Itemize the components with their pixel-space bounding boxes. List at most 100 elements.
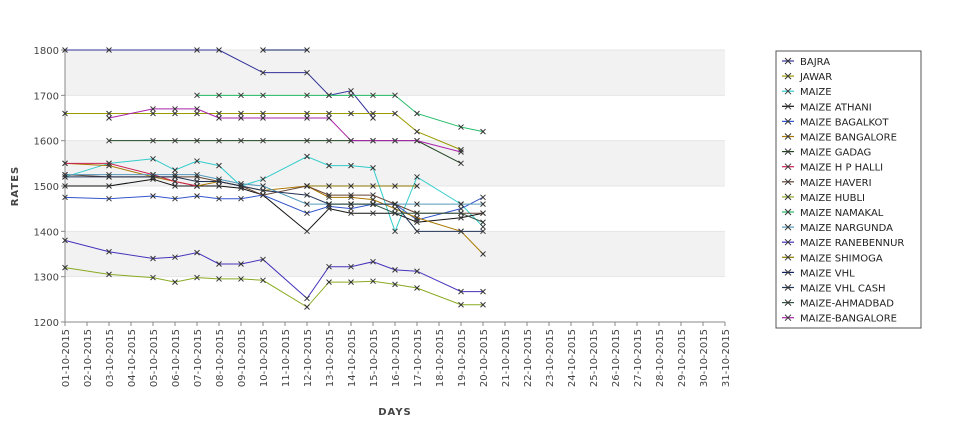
series-line: [64, 194, 484, 221]
x-tick-label: 13-10-2015: [325, 329, 336, 387]
data-point: [480, 219, 486, 226]
data-point: [326, 183, 332, 189]
data-point: [458, 210, 464, 217]
data-point: [304, 110, 310, 117]
legend-label: MAIZE-AHMADBAD: [800, 299, 894, 310]
data-point: [194, 183, 200, 189]
data-point: [348, 162, 354, 169]
data-point: [480, 201, 486, 207]
x-tick-label: 12-10-2015: [303, 329, 314, 387]
data-point: [348, 210, 354, 217]
data-point: [392, 210, 398, 217]
x-tick-label: 22-10-2015: [523, 329, 534, 387]
series-line: [108, 108, 462, 153]
data-point: [414, 210, 420, 217]
series-line: [64, 267, 483, 308]
data-point: [370, 165, 376, 171]
data-point: [326, 279, 332, 285]
data-point: [194, 171, 200, 178]
data-point: [348, 92, 354, 99]
data-point: [106, 171, 112, 178]
data-point: [260, 187, 266, 194]
data-point: [370, 115, 376, 121]
legend: BAJRA JAWAR MAIZE MAIZE ATHANI MAIZE BAGALKO…: [775, 50, 922, 329]
data-point: [216, 110, 222, 117]
legend-label: MAIZE NAMAKAL: [800, 208, 884, 219]
data-point: [172, 195, 178, 202]
data-point: [260, 137, 266, 144]
legend-item: MAIZE HUBLI: [782, 193, 865, 204]
y-axis-title: RATES: [10, 166, 21, 207]
data-point: [458, 160, 464, 167]
data-point: [304, 228, 310, 235]
series-line: [197, 94, 484, 133]
data-point: [260, 92, 266, 99]
data-point: [414, 174, 420, 180]
data-point: [172, 254, 178, 261]
data-point: [348, 201, 354, 207]
data-point: [480, 228, 486, 235]
data-point: [106, 248, 112, 255]
data-point: [480, 301, 486, 308]
data-point: [216, 115, 222, 121]
data-point: [304, 137, 310, 144]
x-tick-label: 24-10-2015: [567, 329, 578, 387]
series-jawar: [62, 110, 464, 153]
data-point: [238, 183, 244, 189]
legend-item: MAIZE ATHANI: [782, 102, 872, 113]
data-point: [458, 201, 464, 207]
data-point: [260, 192, 266, 198]
data-point: [194, 274, 200, 281]
data-point: [172, 110, 178, 117]
legend-label: MAIZE HUBLI: [800, 193, 865, 204]
data-point: [62, 264, 68, 271]
series-lines: [62, 47, 486, 310]
y-axis: 1200 1300 1400 1500 1600 1700 1800: [34, 46, 66, 329]
data-point: [304, 115, 310, 121]
data-point: [370, 183, 376, 189]
y-tick-label: 1300: [34, 273, 59, 284]
data-point: [304, 69, 310, 76]
data-point: [458, 228, 464, 235]
x-tick-label: 18-10-2015: [435, 329, 446, 387]
data-point: [304, 47, 310, 53]
x-tick-label: 05-10-2015: [149, 329, 160, 387]
data-point: [348, 205, 354, 212]
data-point: [150, 193, 156, 199]
x-tick-label: 03-10-2015: [105, 329, 116, 387]
x-tick-label: 27-10-2015: [633, 329, 644, 387]
x-tick-label: 25-10-2015: [589, 329, 600, 387]
x-axis-title: DAYS: [378, 407, 412, 418]
y-tick-label: 1400: [34, 227, 59, 238]
data-point: [260, 176, 266, 183]
data-point: [348, 279, 354, 285]
data-point: [326, 162, 332, 169]
x-axis: 01-10-2015 02-10-2015 03-10-2015 04-10-2015…: [61, 321, 732, 387]
x-tick-label: 02-10-2015: [83, 329, 94, 387]
y-tick-label: 1700: [34, 91, 59, 102]
x-tick-label: 06-10-2015: [171, 329, 182, 387]
data-point: [480, 288, 486, 295]
data-point: [62, 110, 68, 117]
data-point: [348, 194, 354, 201]
data-point: [106, 174, 112, 180]
data-point: [150, 110, 156, 117]
data-point: [326, 115, 332, 121]
legend-item: MAIZE: [782, 87, 832, 98]
y-tick-label: 1800: [34, 46, 59, 57]
legend-item: MAIZE NARGUNDA: [782, 223, 893, 234]
legend-label: MAIZE VHL: [800, 268, 855, 279]
x-tick-label: 15-10-2015: [369, 329, 380, 387]
data-point: [150, 174, 156, 180]
data-point: [216, 276, 222, 282]
data-point: [238, 92, 244, 99]
data-point: [62, 47, 68, 53]
data-point: [370, 210, 376, 217]
legend-item: MAIZE VHL: [782, 268, 855, 279]
data-point: [194, 92, 200, 99]
legend-label: MAIZE SHIMOGA: [800, 253, 883, 264]
data-point: [326, 194, 332, 201]
data-point: [172, 279, 178, 285]
legend-item: JAWAR: [782, 72, 832, 83]
